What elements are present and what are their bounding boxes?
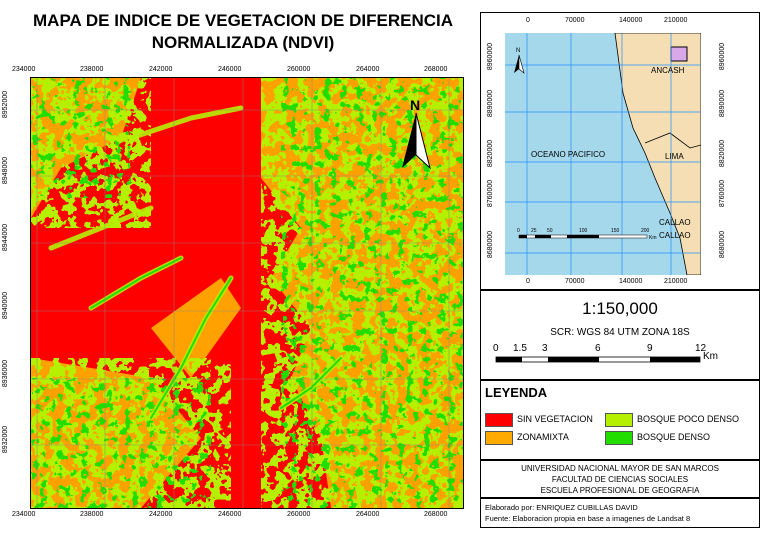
inset-x-tick: 140000 [619,278,643,285]
legend-swatch-bosque-poco-denso [605,413,633,427]
y-tick: 8944000 [2,223,10,252]
scale-tick: 12 [695,343,707,354]
inset-scale-tick: 0 [517,228,520,234]
scale-tick: 1.5 [513,343,527,354]
x-tick: 268000 [424,66,448,73]
inset-x-tick: 0 [526,278,530,285]
credit-source: Fuente: Elaboracion propia en base a ima… [485,514,691,523]
y-tick: 8932000 [2,425,10,454]
scale-tick: 9 [647,343,653,354]
credits-panel: Elaborado por: ENRIQUEZ CUBILLAS DAVID F… [480,498,760,528]
x-tick: 264000 [356,511,380,518]
legend-label: BOSQUE POCO DENSO [637,414,740,424]
scale-tick: 0 [493,343,499,354]
inset-x-tick: 70000 [565,17,585,24]
location-inset: 0 70000 140000 210000 0 70000 140000 210… [480,12,760,290]
y-tick: 8952000 [2,90,10,119]
ndvi-map[interactable]: N [30,77,464,509]
ndvi-raster: N [31,78,463,508]
inset-scale-unit: Km [649,235,657,241]
institution-university: UNIVERSIDAD NACIONAL MAYOR DE SAN MARCOS [521,464,719,473]
inset-y-tick: 8760000 [719,179,727,208]
inset-north-label: N [516,48,520,54]
inset-x-tick: 70000 [565,278,585,285]
map-title-line2: NORMALIZADA (NDVI) [151,33,335,52]
inset-scale-tick: 100 [579,228,588,234]
inset-scale-tick: 25 [531,228,537,234]
inset-y-tick: 8680000 [719,230,727,259]
legend-label: SIN VEGETACION [517,414,593,424]
inset-y-tick: 8820000 [719,139,727,168]
right-y-ticks: 8952000 8948000 8944000 8940000 8936000 … [458,76,480,508]
scale-unit: Km [703,351,718,362]
inset-y-tick: 8680000 [487,230,495,259]
inset-y-tick: 8960000 [487,42,495,71]
label-ancash: ANCASH [651,66,685,75]
scale-ratio: 1:150,000 [582,299,658,318]
inset-x-tick: 210000 [664,17,688,24]
label-lima: LIMA [665,152,684,161]
inset-y-tick: 8760000 [487,179,495,208]
scale-tick: 6 [595,343,601,354]
inset-scale-tick: 150 [611,228,620,234]
inset-scale-tick: 200 [641,228,650,234]
x-tick: 238000 [80,66,104,73]
north-arrow-icon [402,112,431,170]
label-callao: CALLAO [659,231,691,240]
x-tick: 246000 [218,66,242,73]
inset-x-tick: 210000 [664,278,688,285]
legend-swatch-zona-mixta [485,431,513,445]
y-tick: 8936000 [2,359,10,388]
institution-school: ESCUELA PROFESIONAL DE GEOGRAFIA [540,486,700,495]
x-tick: 238000 [80,511,104,518]
y-tick: 8948000 [2,156,10,185]
inset-y-tick: 8960000 [719,42,727,71]
map-title-line1: MAPA DE INDICE DE VEGETACION DE DIFERENC… [33,11,453,30]
legend-label: ZONAMIXTA [517,432,569,442]
north-label: N [410,97,420,113]
top-x-ticks: 234000 238000 242000 246000 260000 26400… [0,66,480,76]
label-ocean: OCEANO PACIFICO [531,150,605,159]
map-title: MAPA DE INDICE DE VEGETACION DE DIFERENC… [14,10,472,54]
x-tick: 242000 [149,511,173,518]
inset-north-arrow-icon [514,54,525,74]
inset-y-tick: 8820000 [487,139,495,168]
x-tick: 264000 [356,66,380,73]
scale-panel: 1:150,000 SCR: WGS 84 UTM ZONA 18S 0 1.5… [480,290,760,380]
institution-faculty: FACULTAD DE CIENCIAS SOCIALES [551,475,689,484]
legend-swatch-sin-vegetacion [485,413,513,427]
x-tick: 260000 [287,511,311,518]
x-tick: 268000 [424,511,448,518]
label-callao: CALLAO [659,218,691,227]
institution-panel: UNIVERSIDAD NACIONAL MAYOR DE SAN MARCOS… [480,460,760,498]
y-tick: 8940000 [2,291,10,320]
x-tick: 246000 [218,511,242,518]
x-tick: 234000 [12,66,36,73]
inset-x-tick: 140000 [619,17,643,24]
legend-title: LEYENDA [485,385,548,400]
scale-srs: SCR: WGS 84 UTM ZONA 18S [550,327,690,338]
inset-y-tick: 8890000 [719,89,727,118]
left-y-ticks: 8952000 8948000 8944000 8940000 8936000 … [0,76,30,508]
x-tick: 234000 [12,511,36,518]
inset-scale-tick: 50 [547,228,553,234]
inset-map-canvas: N ANCASH OCEANO PACIFICO LIMA CALLAO CAL… [505,32,702,276]
x-tick: 242000 [149,66,173,73]
legend-label: BOSQUE DENSO [637,432,711,442]
legend-swatch-bosque-denso [605,431,633,445]
legend-panel: LEYENDA SIN VEGETACION BOSQUE POCO DENSO… [480,380,760,460]
bottom-x-ticks: 234000 238000 242000 246000 260000 26400… [0,511,480,521]
inset-x-tick: 0 [526,17,530,24]
credit-author: Elaborado por: ENRIQUEZ CUBILLAS DAVID [485,503,638,512]
x-tick: 260000 [287,66,311,73]
inset-y-tick: 8890000 [487,89,495,118]
scale-bar [495,356,701,363]
scale-tick: 3 [542,343,548,354]
